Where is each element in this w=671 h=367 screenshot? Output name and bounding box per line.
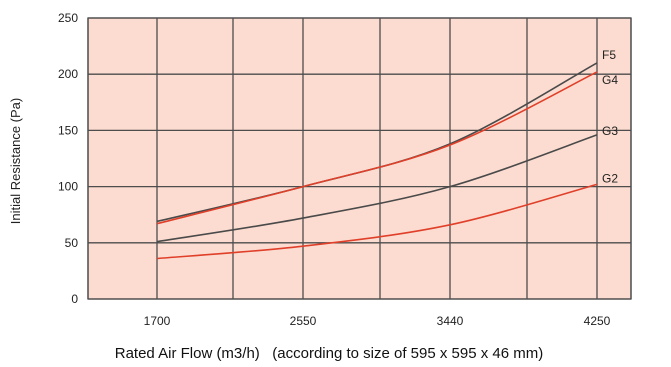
grid — [87, 17, 632, 300]
series-label-g2: G2 — [602, 171, 618, 185]
x-tick-label: 2550 — [290, 314, 317, 328]
y-axis-ticks: 0 50 100 150 200 250 — [58, 11, 78, 306]
y-tick-label: 50 — [65, 236, 79, 250]
y-tick-label: 200 — [58, 67, 78, 81]
plot-border — [87, 17, 632, 300]
plot-background — [88, 18, 631, 299]
series-labels: F5 G4 G3 G2 — [602, 48, 618, 185]
y-tick-label: 250 — [58, 11, 78, 25]
x-tick-label: 3440 — [437, 314, 464, 328]
x-axis-title: Rated Air Flow (m3/h) (according to size… — [115, 345, 544, 362]
series-line-g2 — [156, 183, 598, 260]
y-tick-label: 0 — [71, 292, 78, 306]
series-lines — [156, 62, 598, 260]
series-label-g4: G4 — [602, 73, 618, 87]
series-label-g3: G3 — [602, 124, 618, 138]
series-line-g3 — [156, 134, 598, 243]
series-line-g4 — [156, 71, 598, 225]
y-tick-label: 150 — [58, 123, 78, 137]
y-axis-title: Initial Resistance (Pa) — [8, 98, 23, 224]
x-axis-ticks: 1700 2550 3440 4250 — [144, 314, 611, 328]
y-tick-label: 100 — [58, 180, 78, 194]
x-tick-label: 1700 — [144, 314, 171, 328]
x-tick-label: 4250 — [584, 314, 611, 328]
series-label-f5: F5 — [602, 48, 616, 62]
